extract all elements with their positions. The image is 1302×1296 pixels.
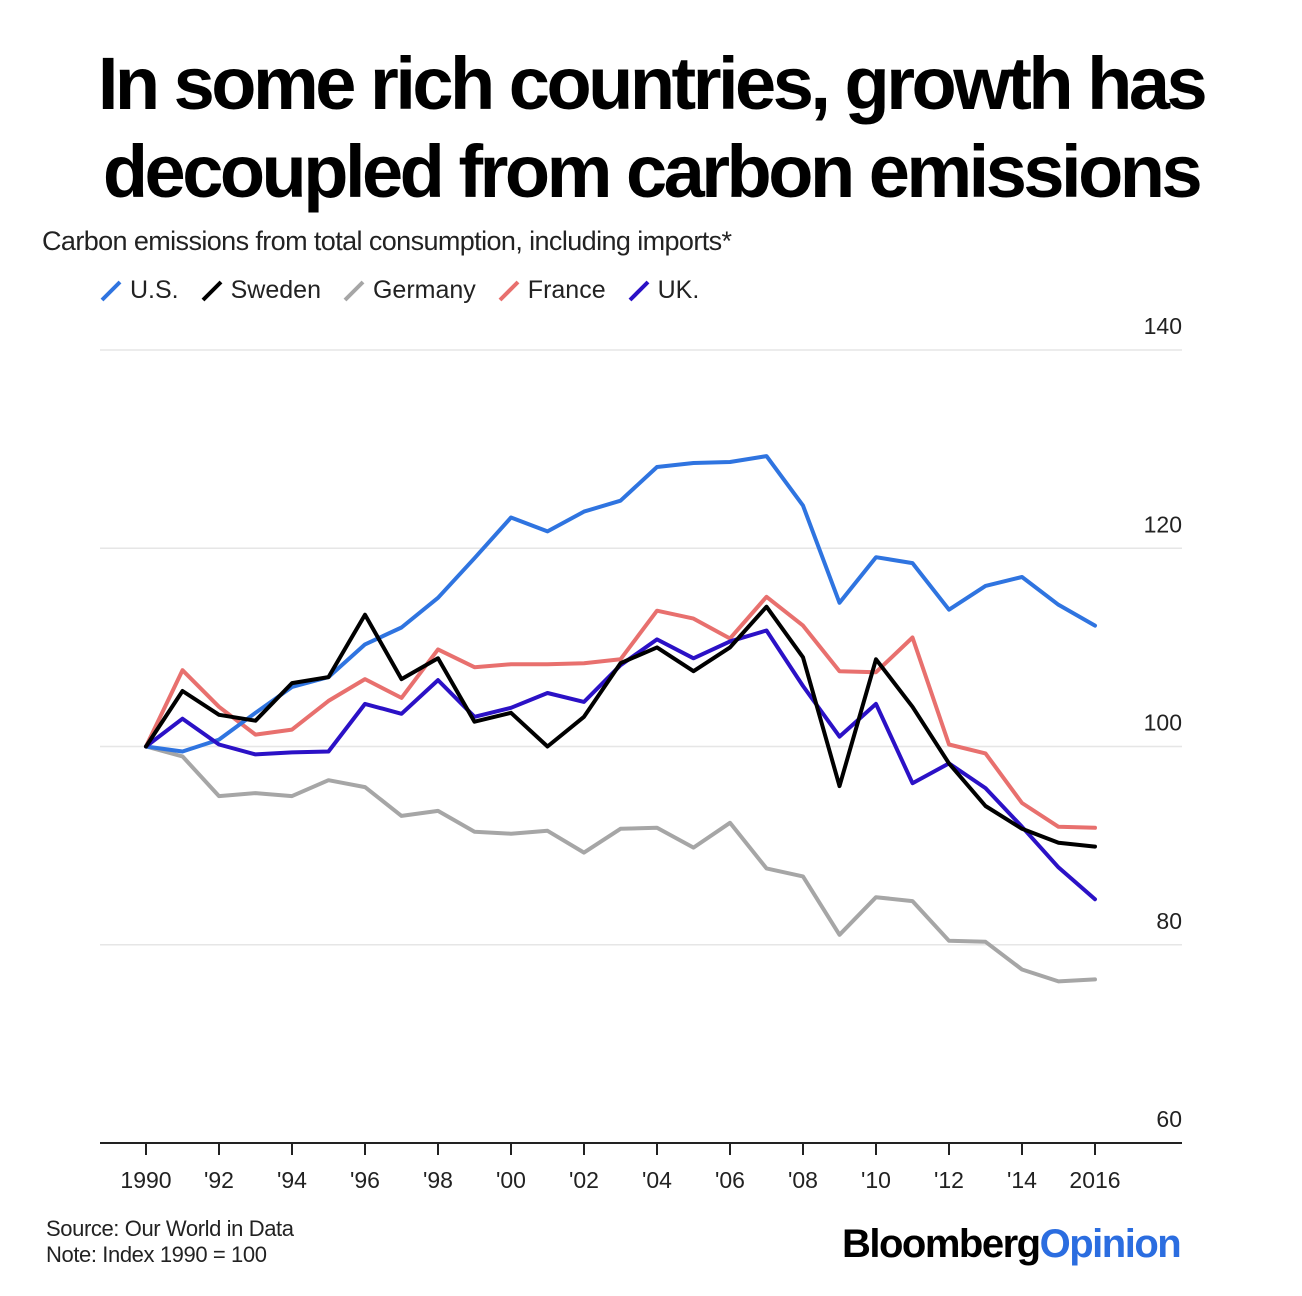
source-note: Source: Our World in Data bbox=[46, 1216, 294, 1241]
x-tick-label: '04 bbox=[642, 1167, 672, 1193]
legend-swatch-sweden bbox=[201, 280, 223, 302]
series-line-us bbox=[144, 454, 1097, 754]
legend-label-germany: Germany bbox=[372, 276, 476, 304]
legend-swatch-france bbox=[498, 280, 520, 302]
series-lines bbox=[144, 454, 1097, 984]
series-line-france bbox=[144, 594, 1097, 830]
series-line-sweden bbox=[144, 604, 1097, 849]
legend-swatch-uk bbox=[628, 280, 650, 302]
x-tick-label: '94 bbox=[277, 1167, 307, 1193]
x-tick-label: '98 bbox=[423, 1167, 453, 1193]
brand-opinion: Opinion bbox=[1039, 1222, 1182, 1266]
legend-item-uk: UK. bbox=[628, 276, 700, 305]
series-line-germany bbox=[144, 744, 1097, 984]
legend-swatch-us bbox=[100, 280, 122, 302]
x-tick-label: '92 bbox=[204, 1167, 234, 1193]
line-chart: 140 120 100 80 60 1990 '92 '94 '96 '98 '00 '02 '04 '… bbox=[100, 313, 1182, 1193]
y-tick-label: 140 bbox=[1144, 313, 1182, 339]
x-axis: 1990 '92 '94 '96 '98 '00 '02 '04 '06 '08 '10 '12 '14… bbox=[100, 1142, 1182, 1193]
x-tick-label: '12 bbox=[934, 1167, 964, 1193]
x-tick-label: '06 bbox=[715, 1167, 745, 1193]
legend-label-sweden: Sweden bbox=[230, 276, 321, 304]
legend-swatch-germany bbox=[343, 280, 365, 302]
y-tick-label: 100 bbox=[1144, 710, 1182, 736]
x-tick-label: '02 bbox=[569, 1167, 599, 1193]
y-tick-label: 80 bbox=[1156, 908, 1182, 934]
chart-subtitle: Carbon emissions from total consumption,… bbox=[42, 226, 732, 256]
legend-label-france: France bbox=[527, 276, 606, 304]
legend-item-sweden: Sweden bbox=[201, 276, 321, 305]
x-tick-label: '10 bbox=[861, 1167, 891, 1193]
y-tick-label: 60 bbox=[1156, 1106, 1182, 1132]
legend-item-germany: Germany bbox=[343, 276, 476, 305]
x-tick-label: '00 bbox=[496, 1167, 526, 1193]
chart-title: In some rich countries, growth has decou… bbox=[97, 42, 1208, 213]
index-note: Note: Index 1990 = 100 bbox=[46, 1242, 267, 1267]
y-tick-label: 120 bbox=[1144, 511, 1182, 537]
y-tick-labels: 140 120 100 80 60 bbox=[1144, 313, 1182, 1132]
legend-label-us: U.S. bbox=[130, 276, 179, 304]
legend-item-france: France bbox=[498, 276, 606, 305]
x-tick-label: '14 bbox=[1007, 1167, 1037, 1193]
brand-logo: BloombergOpinion bbox=[842, 1222, 1182, 1267]
legend-item-us: U.S. bbox=[100, 276, 179, 305]
x-tick-label: '96 bbox=[350, 1167, 380, 1193]
gridlines bbox=[100, 349, 1182, 946]
legend-label-uk: UK. bbox=[657, 276, 700, 304]
brand-bloomberg: Bloomberg bbox=[842, 1222, 1041, 1266]
legend: U.S. Sweden Germany France UK. bbox=[100, 276, 699, 305]
x-tick-label: 1990 bbox=[120, 1167, 171, 1193]
x-tick-label: '08 bbox=[788, 1167, 818, 1193]
x-tick-label: 2016 bbox=[1069, 1167, 1120, 1193]
